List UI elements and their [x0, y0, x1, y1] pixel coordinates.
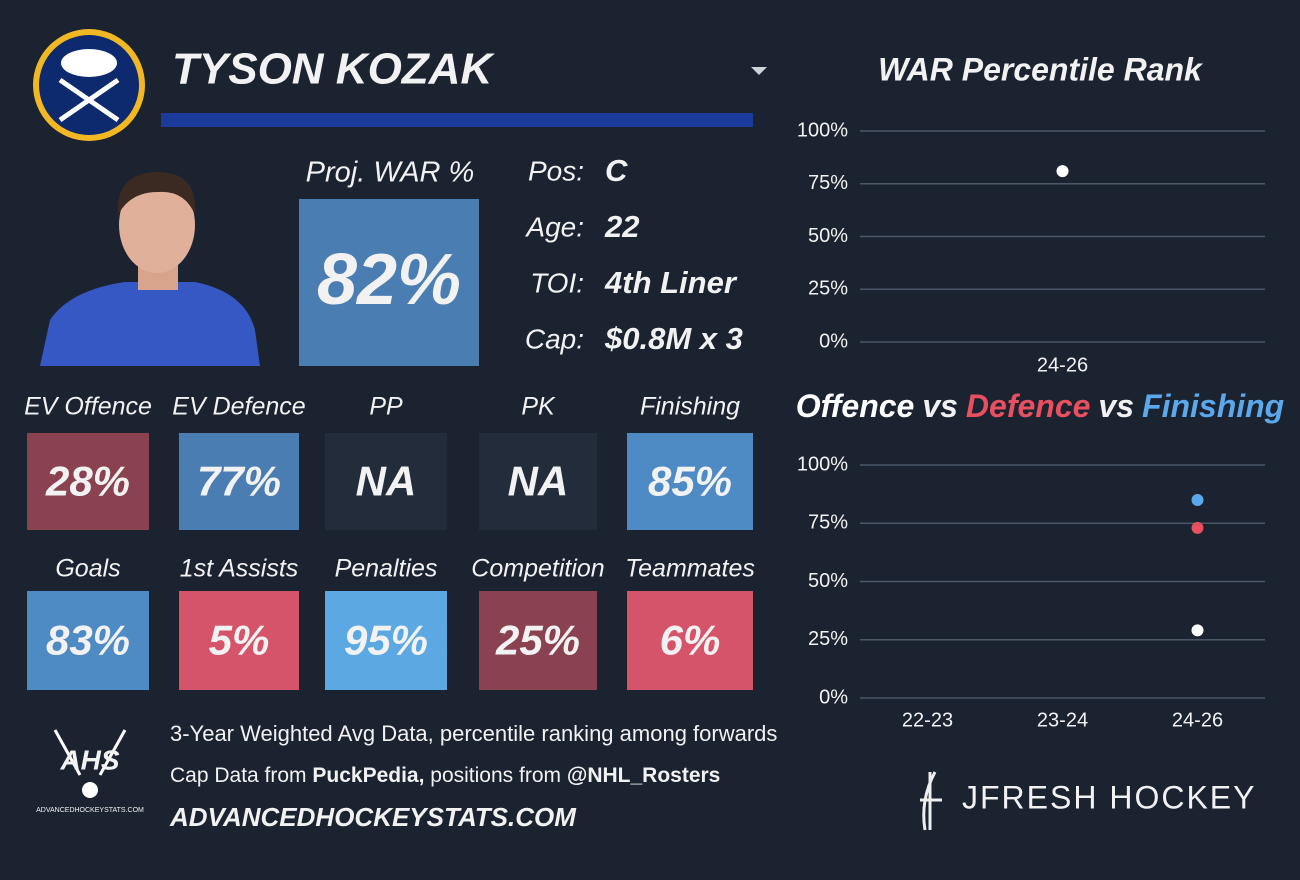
bio-value: 4th Liner	[604, 265, 738, 300]
footer-source: Cap Data from PuckPedia, positions from …	[170, 764, 720, 787]
tile-value: 77%	[197, 458, 281, 505]
tile-value: 25%	[495, 617, 580, 664]
y-tick-label: 25%	[808, 278, 848, 300]
y-tick-label: 75%	[808, 172, 848, 194]
proj-war-label: Proj. WAR %	[306, 157, 475, 189]
tile-value: 95%	[344, 617, 428, 664]
chart-title: Offence vs Defence vs Finishing	[796, 388, 1284, 424]
tile-label: Finishing	[640, 393, 740, 421]
data-point	[1056, 165, 1069, 178]
tile-label: PP	[369, 393, 403, 421]
tile-label: Penalties	[335, 555, 438, 583]
website[interactable]: ADVANCEDHOCKEYSTATS.COM	[169, 802, 577, 832]
bio-value: C	[605, 153, 628, 188]
stat-tile	[325, 433, 447, 530]
brand-logo	[920, 771, 942, 831]
tile-label: PK	[521, 393, 556, 421]
bio-label: TOI:	[530, 267, 584, 298]
y-tick-label: 25%	[808, 628, 848, 650]
tile-label: Teammates	[625, 555, 755, 583]
y-tick-label: 75%	[808, 512, 848, 534]
bio-label: Pos:	[528, 155, 584, 186]
stat-tile	[325, 591, 447, 690]
x-tick-label: 24-26	[1037, 354, 1088, 376]
bio-label: Cap:	[525, 323, 584, 354]
data-point	[1191, 624, 1204, 637]
stat-tile	[479, 591, 597, 690]
source-link[interactable]: PuckPedia,	[312, 764, 424, 787]
legend-entry: Defence	[966, 388, 1091, 424]
bio-label: Age:	[524, 211, 584, 242]
tile-value: 5%	[209, 617, 270, 664]
x-tick-label: 22-23	[902, 709, 953, 731]
tile-value: 83%	[46, 617, 130, 664]
tile-value: NA	[508, 458, 569, 505]
title-connector: vs	[1098, 388, 1134, 424]
title-connector: vs	[922, 388, 958, 424]
stat-tile	[179, 433, 299, 530]
tile-label: EV Offence	[24, 393, 152, 421]
bio-value: 22	[604, 209, 639, 244]
dropdown-arrow[interactable]	[751, 67, 767, 75]
footer-note: 3-Year Weighted Avg Data, percentile ran…	[170, 721, 777, 746]
tile-value: 6%	[660, 617, 721, 664]
stat-tile	[27, 433, 149, 530]
player-name: TYSON KOZAK	[172, 45, 495, 94]
ahs-logo	[53, 729, 127, 798]
legend-entry: Offence	[796, 388, 915, 424]
y-tick-label: 0%	[819, 686, 848, 708]
chart-title: WAR Percentile Rank	[878, 51, 1204, 87]
stat-tile	[179, 591, 299, 690]
name-underline	[161, 113, 753, 127]
tile-value: 85%	[648, 458, 732, 505]
tile-label: 1st Assists	[180, 555, 299, 583]
x-tick-label: 24-26	[1172, 709, 1223, 731]
data-point	[1191, 493, 1204, 506]
stat-tile	[627, 433, 753, 530]
ahs-logo-caption: ADVANCEDHOCKEYSTATS.COM	[36, 807, 144, 814]
team-logo	[33, 29, 145, 141]
tile-label: Competition	[471, 555, 604, 583]
tile-value: NA	[356, 458, 417, 505]
legend-entry: Finishing	[1142, 388, 1284, 424]
tile-label: Goals	[55, 555, 120, 583]
proj-war-tile	[299, 199, 479, 366]
stat-tile	[479, 433, 597, 530]
tile-value: 28%	[45, 458, 130, 505]
data-point	[1191, 521, 1204, 534]
brand: JFRESH HOCKEY	[962, 779, 1256, 815]
player-photo	[40, 172, 260, 366]
y-tick-label: 50%	[808, 570, 848, 592]
stat-tile	[27, 591, 149, 690]
tile-label: EV Defence	[172, 393, 305, 421]
y-tick-label: 50%	[808, 225, 848, 247]
y-tick-label: 100%	[797, 119, 848, 141]
proj-war-value: 82%	[317, 240, 461, 320]
source-link[interactable]: @NHL_Rosters	[567, 764, 721, 787]
source-text: Cap Data from	[170, 764, 312, 787]
y-tick-label: 100%	[797, 453, 848, 475]
source-text: positions from	[424, 764, 566, 787]
bio-value: $0.8M x 3	[604, 321, 743, 356]
stat-tile	[627, 591, 753, 690]
x-tick-label: 23-24	[1037, 709, 1088, 731]
ahs-logo-text: AHS	[59, 744, 119, 775]
y-tick-label: 0%	[819, 330, 848, 352]
